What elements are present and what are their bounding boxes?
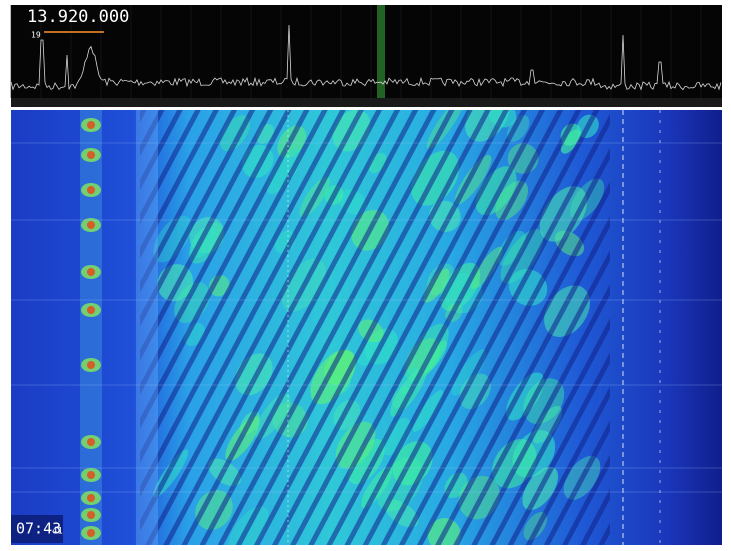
signal-core <box>87 529 95 537</box>
signal-core <box>87 494 95 502</box>
frequency-step: 19 <box>31 31 41 40</box>
signal-core <box>87 151 95 159</box>
signal-core <box>87 361 95 369</box>
signal-core <box>87 186 95 194</box>
clock-seconds: 41 <box>52 527 63 537</box>
page: 13.920.000 19 07:43 41 (() => { const da… <box>0 0 731 551</box>
waterfall-streaks <box>140 110 610 545</box>
signal-core <box>87 121 95 129</box>
signal-core <box>87 268 95 276</box>
tuning-marker <box>377 5 385 107</box>
s-meter <box>44 31 104 33</box>
signal-core <box>87 438 95 446</box>
signal-core <box>87 221 95 229</box>
signal-core <box>87 511 95 519</box>
frequency-scale <box>11 98 722 107</box>
sdr-screen: 13.920.000 19 07:43 41 <box>0 0 731 551</box>
frequency-readout: 13.920.000 <box>27 7 129 27</box>
signal-core <box>87 471 95 479</box>
signal-core <box>87 306 95 314</box>
waterfall <box>11 82 722 551</box>
carrier-band <box>136 110 158 545</box>
